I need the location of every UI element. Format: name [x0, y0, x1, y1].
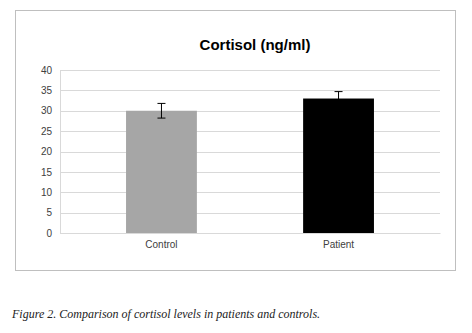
y-tick: 20	[41, 146, 60, 157]
grid-line	[60, 233, 440, 234]
bar	[126, 111, 197, 233]
y-tick-label: 5	[46, 207, 52, 218]
grid-line	[60, 213, 440, 214]
y-tick: 35	[41, 85, 60, 96]
grid	[60, 71, 440, 234]
x-axis: Control Patient	[61, 233, 441, 250]
error-bar-stem	[161, 103, 162, 118]
y-tick: 5	[46, 207, 60, 218]
y-tick-label: 35	[41, 85, 53, 96]
y-tick: 25	[41, 126, 60, 137]
y-tick-label: 15	[41, 167, 53, 178]
x-tick: Control	[145, 233, 177, 250]
x-tick: Patient	[323, 233, 354, 250]
y-tick: 0	[46, 228, 60, 239]
grid-line	[60, 90, 440, 91]
x-tick-label: Control	[145, 239, 177, 250]
y-tick-label: 0	[46, 228, 52, 239]
error-bar-cap	[335, 105, 343, 106]
bar	[303, 99, 374, 233]
error-bar-stem	[338, 92, 339, 106]
grid-line	[60, 70, 440, 71]
chart: 0 5 10 15 20 25 30 35 40 Control Patient Cortisol (…	[0, 0, 472, 333]
chart-title: Cortisol (ng/ml)	[200, 36, 311, 53]
error-bar-cap	[157, 103, 165, 104]
error-bar	[335, 92, 343, 106]
y-tick: 30	[41, 105, 60, 116]
y-axis: 0 5 10 15 20 25 30 35 40	[41, 65, 61, 239]
y-tick-label: 10	[41, 187, 53, 198]
x-tick-label: Patient	[323, 239, 354, 250]
figure-caption: Figure 2. Comparison of cortisol levels …	[11, 307, 320, 321]
y-axis-line	[60, 71, 61, 234]
grid-line	[60, 111, 440, 112]
y-tick: 10	[41, 187, 60, 198]
y-tick: 40	[41, 65, 60, 76]
error-bar	[157, 103, 165, 118]
plot-area	[126, 92, 374, 233]
grid-line	[60, 152, 440, 153]
grid-line	[60, 172, 440, 173]
chart-frame	[16, 11, 456, 271]
y-tick-label: 30	[41, 105, 53, 116]
y-tick-label: 20	[41, 146, 53, 157]
grid-line	[60, 131, 440, 132]
y-tick-label: 40	[41, 65, 53, 76]
y-tick: 15	[41, 167, 60, 178]
grid-line	[60, 192, 440, 193]
error-bar-cap	[335, 91, 343, 92]
y-tick-label: 25	[41, 126, 53, 137]
error-bar-cap	[157, 118, 165, 119]
x-axis-line	[61, 233, 441, 234]
